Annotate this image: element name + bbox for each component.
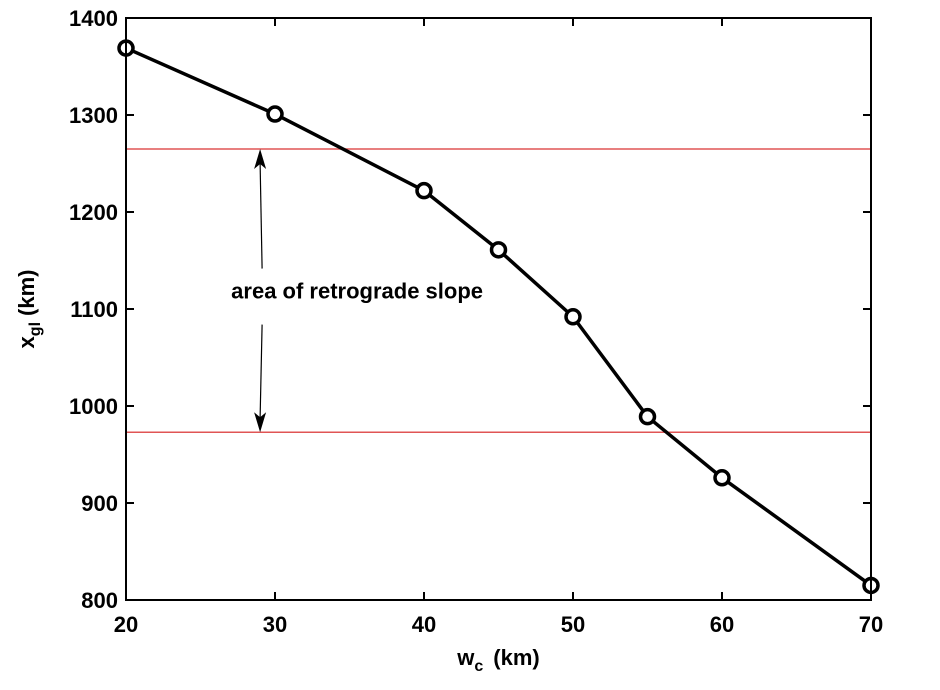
x-tick-label: 40 <box>412 612 436 637</box>
y-axis-label-main: x <box>14 335 39 348</box>
arrow-up-shaft <box>259 162 263 269</box>
y-tick-label: 900 <box>81 491 118 516</box>
annotation-arrows <box>254 148 267 433</box>
arrow-down-head <box>254 412 267 433</box>
arrow-up-head <box>254 148 267 169</box>
data-point <box>266 105 284 123</box>
data-point <box>489 241 508 259</box>
reference-lines <box>126 148 871 433</box>
y-tick-label: 1200 <box>69 200 118 225</box>
series <box>117 39 880 595</box>
x-axis-label-sub: c <box>474 658 483 675</box>
y-tick-label: 1300 <box>69 103 118 128</box>
x-tick-label: 70 <box>859 612 883 637</box>
ticks: 20 30 40 50 60 70 800 900 1000 1100 1200 1300 1400 <box>69 6 883 637</box>
x-tick-label: 30 <box>263 612 287 637</box>
arrow-down-shaft <box>259 324 263 419</box>
x-tick-label: 50 <box>561 612 585 637</box>
data-point <box>638 407 657 426</box>
x-tick-label: 20 <box>114 612 138 637</box>
y-axis-label: xgl (km) <box>14 270 44 349</box>
y-tick-label: 1000 <box>69 394 118 419</box>
x-tick-label: 60 <box>710 612 734 637</box>
y-tick-label: 1400 <box>69 6 118 31</box>
y-tick-label: 1100 <box>70 297 118 322</box>
x-axis-label: wc (km) <box>456 645 539 675</box>
x-axis-label-unit: (km) <box>493 645 539 670</box>
data-point <box>564 308 582 326</box>
y-tick-label: 800 <box>81 588 118 613</box>
plot-frame <box>125 17 872 601</box>
data-point <box>713 469 731 487</box>
y-axis-label-unit: (km) <box>14 270 39 316</box>
y-axis-label-sub: gl <box>27 322 44 336</box>
series-line <box>125 46 873 587</box>
x-axis-label-main: w <box>456 645 475 670</box>
annotation-text: area of retrograde slope <box>231 279 483 304</box>
data-point <box>415 181 433 200</box>
